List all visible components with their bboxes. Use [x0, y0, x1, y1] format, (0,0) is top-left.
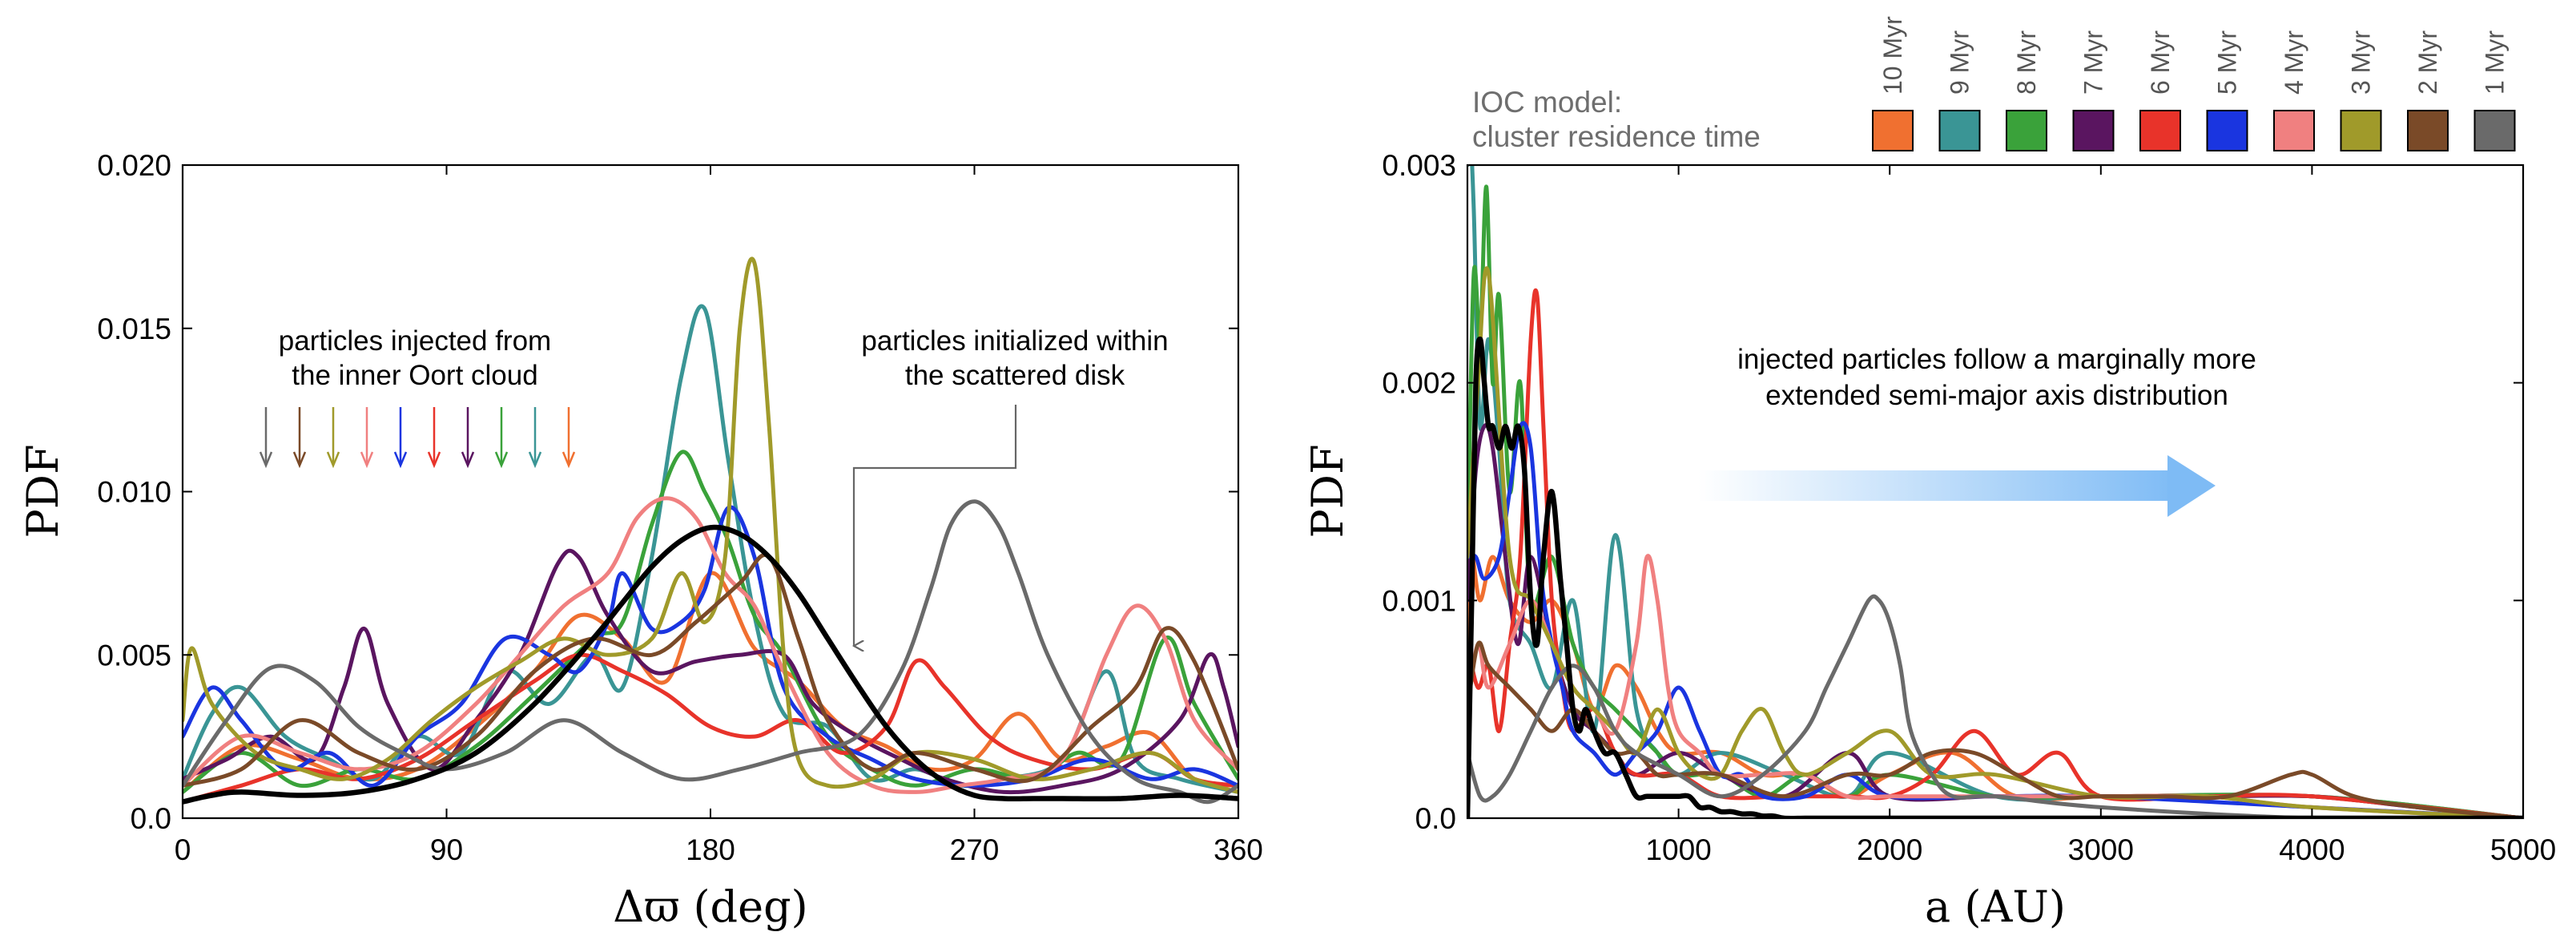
left-ytick-label: 0.005 — [97, 639, 171, 672]
legend-label-10-myr: 10 Myr — [1878, 16, 1907, 95]
legend-label-1-myr: 1 Myr — [2481, 30, 2510, 95]
right-xtick-label: 4000 — [2279, 833, 2345, 866]
left-xlabel: Δϖ (deg) — [613, 881, 807, 932]
right-ticks: 1000 2000 3000 4000 5000 0.0 0.001 0.002 0.003 — [1382, 149, 2556, 866]
left-series-group — [183, 256, 1238, 805]
right-ytick-label: 0.001 — [1382, 584, 1456, 617]
legend-swatch-4-myr — [2273, 110, 2315, 151]
legend-swatch-9-myr — [1938, 110, 1981, 151]
sd-pointer-arrow — [854, 405, 1017, 646]
ioc-arrow-head — [393, 451, 408, 469]
left-panel: 0 90 180 270 360 0.0 0.005 0.010 0.015 0.020 Δϖ (… — [18, 149, 1263, 932]
left-ytick-label: 0.015 — [97, 313, 171, 345]
legend-swatch-8-myr — [2006, 110, 2047, 151]
right-ytick-label: 0.003 — [1382, 149, 1456, 182]
legend-label-7-myr: 7 Myr — [2079, 30, 2108, 95]
right-ytick-label: 0.002 — [1382, 367, 1456, 400]
ioc-annotation-line2: the inner Oort cloud — [292, 360, 537, 391]
legend: 10 Myr 9 Myr 8 Myr 7 Myr 6 Myr 5 Myr 4 Myr 3 My… — [1872, 16, 2516, 151]
trend-annotation-line2: extended semi-major axis distribution — [1765, 380, 2228, 411]
trend-arrow-shaft — [1698, 470, 2179, 501]
ioc-arrow-head — [427, 451, 441, 469]
right-plot-frame — [1466, 163, 2525, 820]
legend-label-9-myr: 9 Myr — [1946, 30, 1974, 95]
legend-swatch-3-myr — [2340, 110, 2382, 151]
legend-label-8-myr: 8 Myr — [2012, 30, 2041, 95]
right-ylabel: PDF — [1302, 444, 1353, 538]
left-ytick-label: 0.010 — [97, 476, 171, 509]
legend-label-6-myr: 6 Myr — [2146, 30, 2175, 95]
trend-annotation-line1: injected particles follow a marginally m… — [1737, 344, 2256, 375]
legend-title-line2: cluster residence time — [1472, 120, 1761, 153]
right-xtick-label: 2000 — [1857, 833, 1922, 866]
right-xtick-label: 3000 — [2068, 833, 2134, 866]
right-series-1-myr — [1467, 594, 2523, 818]
legend-title-line1: IOC model: — [1472, 86, 1622, 119]
right-xtick-label: 5000 — [2490, 833, 2556, 866]
left-ticks: 0 90 180 270 360 0.0 0.005 0.010 0.015 0.020 — [97, 149, 1262, 866]
right-xlabel: a (AU) — [1925, 881, 2066, 932]
right-series-scattered-disk — [1467, 337, 2523, 818]
legend-swatch-10-myr — [1872, 110, 1914, 151]
legend-swatch-2-myr — [2407, 110, 2449, 151]
left-series-3-myr — [183, 256, 1238, 794]
left-series-4-myr — [183, 496, 1238, 794]
right-series-group — [1467, 165, 2523, 818]
left-ylabel: PDF — [18, 444, 68, 538]
right-panel: 1000 2000 3000 4000 5000 0.0 0.001 0.002 0.003 a… — [1302, 16, 2556, 932]
right-series-9-myr — [1467, 165, 2523, 818]
ioc-arrow-head — [292, 451, 307, 469]
left-series-scattered-disk — [183, 524, 1238, 805]
right-series-8-myr — [1467, 184, 2523, 818]
right-series-2-myr — [1467, 640, 2523, 818]
ioc-arrow-head — [561, 451, 576, 469]
legend-label-5-myr: 5 Myr — [2213, 30, 2242, 95]
legend-swatch-5-myr — [2206, 110, 2248, 151]
legend-label-4-myr: 4 Myr — [2280, 30, 2308, 95]
legend-label-2-myr: 2 Myr — [2413, 30, 2442, 95]
sd-annotation-line2: the scattered disk — [905, 360, 1125, 391]
legend-label-3-myr: 3 Myr — [2347, 30, 2376, 95]
left-xtick-label: 360 — [1214, 833, 1263, 866]
ioc-arrow-head — [528, 451, 542, 469]
ioc-arrow-head — [326, 451, 340, 469]
ioc-arrow-head — [259, 451, 273, 469]
left-xtick-label: 90 — [430, 833, 463, 866]
ioc-arrow-head — [494, 451, 509, 469]
legend-swatch-7-myr — [2072, 110, 2115, 151]
right-ytick-label: 0.0 — [1415, 802, 1456, 835]
left-xtick-label: 180 — [686, 833, 735, 866]
left-xtick-label: 0 — [175, 833, 191, 866]
sd-annotation-line1: particles initialized within — [861, 325, 1168, 357]
trend-arrow — [1698, 455, 2216, 517]
legend-swatch-1-myr — [2473, 110, 2516, 151]
left-series-7-myr — [183, 548, 1238, 795]
left-ytick-label: 0.0 — [131, 802, 171, 835]
ioc-arrow-head — [360, 451, 374, 469]
legend-swatch-6-myr — [2139, 110, 2181, 151]
left-xtick-label: 270 — [950, 833, 1000, 866]
right-series-3-myr — [1467, 266, 2523, 818]
left-ytick-label: 0.020 — [97, 149, 171, 182]
ioc-color-arrows — [259, 407, 576, 469]
left-series-1-myr — [183, 499, 1238, 805]
trend-arrow-head — [2167, 455, 2216, 517]
right-xtick-label: 1000 — [1645, 833, 1711, 866]
ioc-arrow-head — [461, 451, 475, 469]
ioc-annotation-line1: particles injected from — [279, 325, 551, 357]
